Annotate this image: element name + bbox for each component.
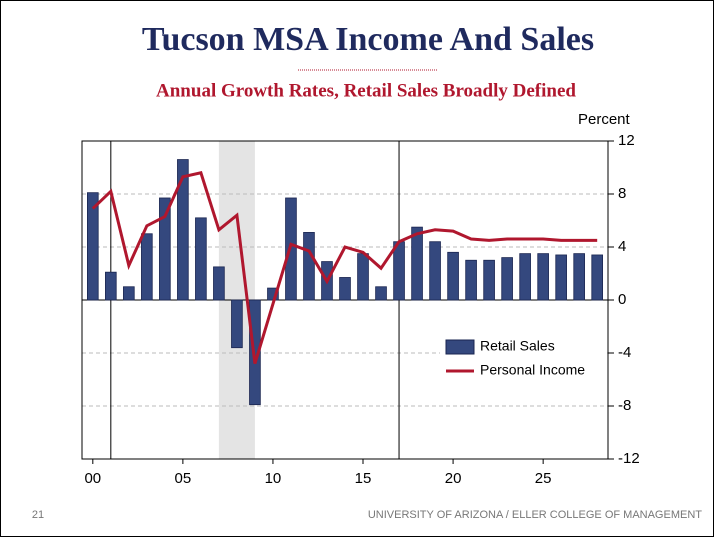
- bar: [141, 233, 153, 301]
- slide-title: Tucson MSA Income And Sales: [142, 21, 594, 58]
- bar: [429, 241, 441, 301]
- y-tick-label: -8: [618, 397, 631, 414]
- x-tick-label: 25: [535, 470, 552, 487]
- x-tick-label: 00: [84, 470, 101, 487]
- chart-subtitle: Annual Growth Rates, Retail Sales Broadl…: [156, 80, 576, 101]
- bar: [573, 253, 585, 301]
- bar: [591, 254, 603, 301]
- y-tick-label: 4: [618, 238, 626, 255]
- legend-swatch: [445, 339, 475, 355]
- bar: [501, 257, 513, 301]
- plot-frame: [81, 140, 609, 460]
- bar: [537, 253, 549, 301]
- y-tick-label: -12: [618, 450, 640, 467]
- y-tick-label: 0: [618, 291, 626, 308]
- bar: [195, 217, 207, 301]
- bar: [411, 226, 423, 301]
- bar: [303, 232, 315, 301]
- x-tick-label: 10: [265, 470, 282, 487]
- bar: [483, 259, 495, 301]
- legend-label: Personal Income: [480, 362, 585, 378]
- bar: [465, 259, 477, 301]
- bar: [393, 241, 405, 301]
- legend-label: Retail Sales: [480, 338, 555, 354]
- bar: [123, 286, 135, 301]
- bar: [87, 192, 99, 301]
- x-tick-label: 15: [355, 470, 372, 487]
- bar: [159, 197, 171, 301]
- footer: UNIVERSITY OF ARIZONA / ELLER COLLEGE OF…: [368, 509, 702, 521]
- x-tick-label: 05: [175, 470, 192, 487]
- x-tick-label: 20: [445, 470, 462, 487]
- y-tick-label: 12: [618, 132, 635, 149]
- bar: [177, 159, 189, 301]
- bar: [555, 254, 567, 301]
- bar: [105, 271, 117, 301]
- y-tick-label: 8: [618, 185, 626, 202]
- bar: [231, 299, 243, 349]
- y-tick-label: -4: [618, 344, 631, 361]
- bar: [519, 253, 531, 301]
- bar: [357, 253, 369, 301]
- bar: [375, 286, 387, 301]
- bar: [339, 277, 351, 301]
- page-number: 21: [32, 509, 44, 521]
- y-axis-label: Percent: [578, 111, 631, 128]
- bar: [447, 251, 459, 301]
- line: [91, 171, 598, 365]
- bar: [213, 266, 225, 301]
